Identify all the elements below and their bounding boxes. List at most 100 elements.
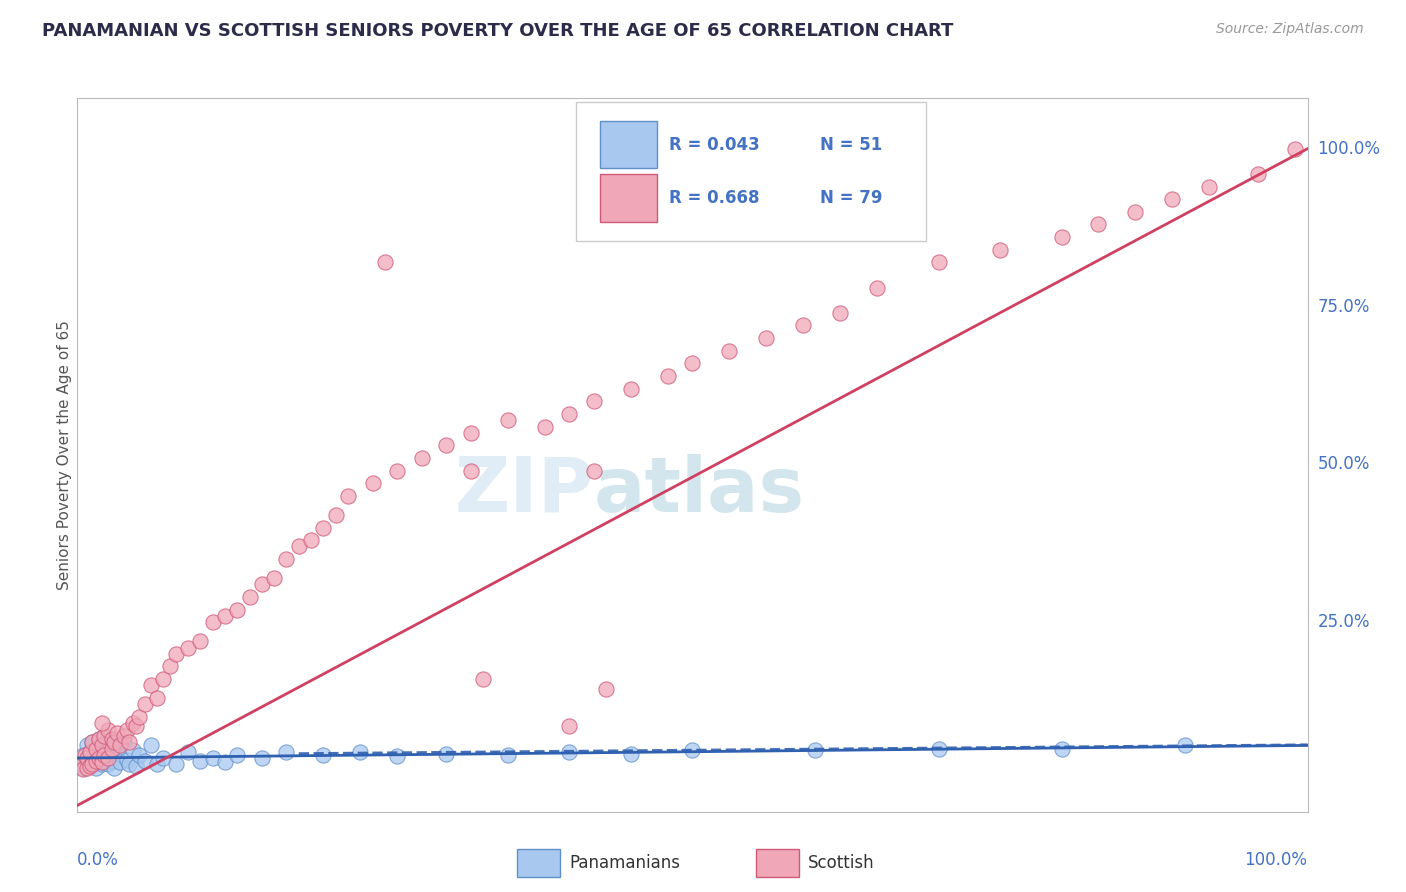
Point [110, 756, 132, 770]
Point [312, 520, 335, 534]
Point [90, 757, 114, 772]
Text: N = 79: N = 79 [821, 189, 883, 207]
Point [84, 741, 107, 756]
Point [141, 739, 163, 753]
Point [866, 280, 889, 294]
Text: 50.0%: 50.0% [1317, 456, 1369, 474]
Point [1050, 230, 1073, 244]
Point [121, 716, 143, 731]
Point [141, 678, 163, 692]
Point [90, 745, 114, 759]
Point [1125, 204, 1147, 219]
Point [928, 741, 950, 756]
Point [349, 745, 371, 759]
Text: atlas: atlas [595, 454, 806, 527]
Point [115, 753, 138, 767]
Point [928, 255, 950, 269]
Point [263, 571, 285, 585]
Point [460, 425, 482, 440]
Point [201, 751, 224, 765]
Point [620, 382, 643, 396]
Point [276, 745, 298, 759]
Point [97, 739, 120, 753]
Point [436, 438, 458, 452]
Point [152, 751, 174, 765]
Point [105, 745, 128, 759]
Point [460, 464, 482, 478]
Point [76, 739, 98, 753]
Point [93, 747, 115, 762]
Point [103, 741, 125, 756]
Point [436, 747, 458, 761]
Point [121, 743, 143, 757]
Point [84, 754, 107, 768]
Point [558, 745, 581, 759]
Point [76, 760, 98, 774]
Point [755, 331, 778, 345]
Point [82, 751, 104, 765]
Text: PANAMANIAN VS SCOTTISH SENIORS POVERTY OVER THE AGE OF 65 CORRELATION CHART: PANAMANIAN VS SCOTTISH SENIORS POVERTY O… [42, 22, 953, 40]
Point [214, 609, 236, 624]
Point [201, 615, 224, 630]
Point [496, 747, 519, 762]
Point [177, 640, 200, 655]
Point [89, 751, 111, 765]
Point [1087, 218, 1109, 232]
Point [146, 691, 169, 706]
Point [146, 757, 169, 772]
Point [1284, 142, 1306, 156]
Point [134, 698, 156, 712]
Point [79, 759, 101, 773]
Point [226, 747, 249, 762]
Point [250, 577, 273, 591]
Text: 0.0%: 0.0% [77, 851, 120, 869]
Point [125, 759, 148, 773]
Point [385, 464, 409, 478]
Point [89, 732, 111, 747]
Point [188, 754, 212, 768]
Point [115, 723, 138, 737]
Point [72, 747, 94, 762]
Text: 75.0%: 75.0% [1317, 298, 1369, 316]
Point [105, 726, 128, 740]
Point [1198, 179, 1220, 194]
Point [682, 743, 704, 757]
Point [620, 747, 643, 761]
Point [93, 729, 115, 743]
Point [101, 732, 124, 747]
Text: R = 0.668: R = 0.668 [669, 189, 759, 207]
Point [214, 756, 236, 770]
Point [830, 306, 852, 320]
Point [84, 741, 107, 756]
Point [1174, 739, 1197, 753]
Point [239, 590, 262, 604]
Point [112, 735, 135, 749]
Point [103, 760, 125, 774]
Point [125, 719, 148, 733]
Point [558, 407, 581, 421]
Point [97, 723, 120, 737]
Point [1050, 741, 1073, 756]
Text: Source: ZipAtlas.com: Source: ZipAtlas.com [1216, 22, 1364, 37]
Point [1161, 192, 1184, 206]
Text: N = 51: N = 51 [821, 136, 883, 153]
Point [718, 343, 741, 358]
Point [82, 735, 104, 749]
Point [583, 464, 606, 478]
Point [152, 672, 174, 686]
Point [804, 743, 827, 757]
Point [472, 672, 495, 686]
Point [534, 419, 557, 434]
Point [118, 735, 141, 749]
Point [583, 394, 606, 409]
FancyBboxPatch shape [600, 175, 657, 221]
Point [226, 602, 249, 616]
Point [82, 757, 104, 772]
Text: Panamanians: Panamanians [569, 854, 681, 872]
Point [165, 647, 187, 661]
Point [496, 413, 519, 427]
Point [188, 634, 212, 648]
Point [250, 751, 273, 765]
Point [79, 745, 101, 759]
Point [657, 369, 679, 384]
